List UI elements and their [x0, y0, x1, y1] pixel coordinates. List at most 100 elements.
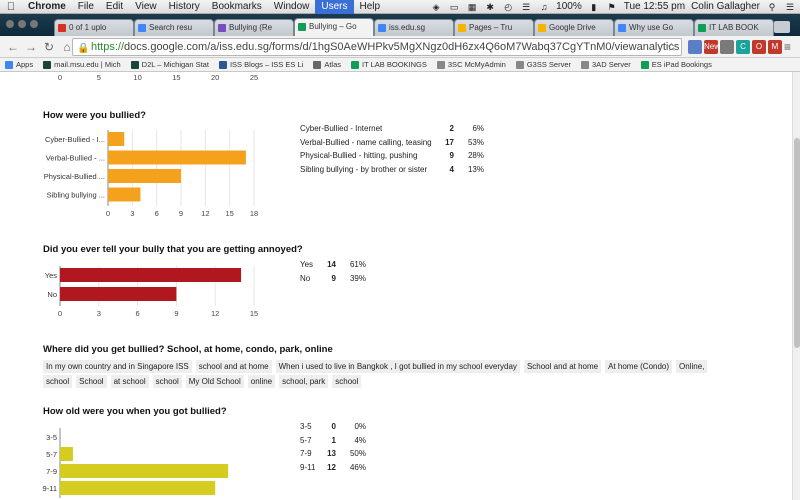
bookmark-favicon-icon	[5, 60, 13, 69]
volume-icon[interactable]: ♫	[540, 1, 548, 12]
mail-icon[interactable]: M	[768, 40, 782, 54]
bookmark-favicon-icon	[313, 60, 322, 69]
dropbox-icon[interactable]: ◈	[432, 1, 440, 12]
menu-users[interactable]: Users	[315, 0, 354, 14]
notification-center-icon[interactable]: ☰	[785, 1, 795, 12]
menu-app-name[interactable]: Chrome	[28, 0, 66, 12]
bookmark-item[interactable]: mail.msu.edu | Mich	[38, 60, 126, 69]
bookmark-star-icon[interactable]: ☆	[666, 40, 677, 54]
calendar-icon[interactable]: ▦	[467, 1, 477, 12]
opera-icon[interactable]: O	[752, 40, 766, 54]
bookmark-item[interactable]: Apps	[0, 60, 38, 69]
bullied-how-chart: 0 3 6 9 12 15 18 Cyber-Bullied - I... Verbal-Bul…	[44, 130, 258, 218]
c-extension-icon[interactable]: C	[736, 40, 750, 54]
airplay-icon[interactable]: ▭	[449, 1, 459, 12]
browser-tab[interactable]: Search resu	[134, 19, 214, 36]
bookmark-item[interactable]: Atlas	[308, 60, 346, 69]
address-bar[interactable]: 🔒 https://docs.google.com/a/iss.edu.sg/f…	[72, 38, 682, 56]
menu-edit[interactable]: Edit	[105, 0, 124, 12]
shield-icon[interactable]	[720, 40, 734, 54]
category-label: 9-11	[43, 484, 57, 493]
menu-bookmarks[interactable]: Bookmarks	[211, 0, 262, 12]
page-scrollbar[interactable]	[792, 72, 800, 500]
bookmarks-bar: Apps mail.msu.edu | Mich D2L – Michigan St…	[0, 58, 800, 72]
question-1-summary: Cyber-Bullied - Internet 2 6% Verbal-Bullie…	[300, 124, 500, 178]
category-label: Cyber-Bullied - I...	[45, 135, 105, 144]
summary-row: 5-7 1 4%	[300, 436, 400, 450]
menubar-user[interactable]: Colin Gallagher	[691, 1, 760, 12]
summary-label: Sibling bullying - by brother or sister	[300, 164, 428, 174]
bookmark-item[interactable]: 3AD Server	[576, 60, 636, 69]
zoom-window-button[interactable]	[30, 20, 38, 28]
new-tab-button[interactable]	[774, 21, 790, 33]
menubar-status-area: ◈ ▭ ▦ ✱ ◴ ☰ ♫ 100% ▮ ⚑ Tue 12:55 pm Coli…	[430, 1, 800, 12]
response-chip: online	[247, 375, 276, 388]
axis-tick-label: 5	[97, 73, 101, 82]
menu-history[interactable]: History	[168, 0, 200, 12]
axis-tick-label: 15	[172, 73, 180, 82]
bookmark-item[interactable]: D2L – Michigan Stat	[126, 60, 214, 69]
scrollbar-thumb[interactable]	[794, 138, 800, 348]
told-bully-chart: 0 3 6 9 12 15 Yes No	[45, 266, 258, 318]
flag-icon[interactable]: ⚑	[607, 1, 616, 12]
bar	[60, 287, 177, 301]
summary-count: 1	[331, 435, 336, 445]
summary-label: Yes	[300, 260, 314, 269]
chrome-menu-icon[interactable]: ≡	[784, 40, 792, 54]
browser-tab[interactable]: Bullying (Re	[214, 19, 294, 36]
axis-tick-label: 15	[225, 209, 233, 218]
bookmark-item[interactable]: ISS Blogs – ISS ES Li	[214, 60, 308, 69]
browser-tab[interactable]: IT LAB BOOK	[694, 19, 774, 36]
tab-favicon-icon	[458, 24, 466, 32]
response-chip: school and at home	[195, 360, 272, 373]
window-controls	[6, 20, 38, 28]
axis-tick-label: 6	[136, 309, 140, 318]
reload-button[interactable]: ↻	[43, 39, 55, 54]
menu-view[interactable]: View	[135, 0, 157, 12]
browser-tab[interactable]: Pages – Tru	[454, 19, 534, 36]
browser-tab[interactable]: 0 of 1 uplo	[54, 19, 134, 36]
summary-label: Physical-Bullied - hitting, pushing	[300, 151, 418, 160]
bookmark-label: Apps	[16, 60, 34, 69]
category-label: No	[47, 290, 57, 299]
bookmark-item[interactable]: 3SC McMyAdmin	[432, 60, 511, 69]
bar	[108, 132, 125, 146]
summary-count: 2	[449, 124, 454, 133]
apple-icon[interactable]: 	[0, 1, 22, 13]
minimize-window-button[interactable]	[18, 20, 26, 28]
wifi-icon[interactable]: ☰	[522, 1, 531, 12]
bookmark-item[interactable]: G3SS Server	[511, 60, 576, 69]
app-icon[interactable]	[688, 40, 702, 54]
bookmark-item[interactable]: IT LAB BOOKINGS	[346, 60, 432, 69]
spotlight-icon[interactable]: ⚲	[768, 1, 776, 12]
summary-row: Physical-Bullied - hitting, pushing 9 28%	[300, 151, 500, 165]
menu-file[interactable]: File	[77, 0, 94, 12]
home-button[interactable]: ⌂	[63, 39, 71, 54]
bluetooth-icon[interactable]: ✱	[486, 1, 494, 12]
back-button[interactable]: ←	[7, 39, 19, 54]
forward-button[interactable]: →	[25, 39, 37, 54]
browser-tab[interactable]: iss.edu.sg	[374, 19, 454, 36]
browser-tab[interactable]: Bullying – Go	[294, 18, 374, 36]
menubar-clock[interactable]: Tue 12:55 pm	[623, 1, 686, 12]
time-machine-icon[interactable]: ◴	[504, 1, 513, 12]
category-label: Sibling bullying ...	[47, 191, 105, 200]
menu-help[interactable]: Help	[359, 0, 381, 12]
summary-percent: 6%	[472, 124, 484, 133]
summary-row: 7-9 13 50%	[300, 449, 400, 463]
close-window-button[interactable]	[6, 20, 14, 28]
browser-tab[interactable]: Google Drive	[534, 19, 614, 36]
bar	[60, 481, 216, 495]
new-badge-icon[interactable]: New	[704, 40, 720, 54]
category-label: 7-9	[46, 467, 57, 476]
tab-favicon-icon	[218, 24, 226, 32]
tab-favicon-icon	[618, 24, 626, 32]
tab-title: Bullying (Re	[229, 23, 273, 32]
category-label: Verbal-Bullied - ...	[46, 154, 105, 163]
bookmark-label: 3AD Server	[592, 60, 631, 69]
battery-percent[interactable]: 100%	[556, 1, 582, 12]
bookmark-item[interactable]: ES iPad Bookings	[636, 60, 717, 69]
summary-row: Sibling bullying - by brother or sister 4…	[300, 165, 500, 179]
browser-tab[interactable]: Why use Go	[614, 19, 694, 36]
menu-window[interactable]: Window	[273, 0, 310, 12]
